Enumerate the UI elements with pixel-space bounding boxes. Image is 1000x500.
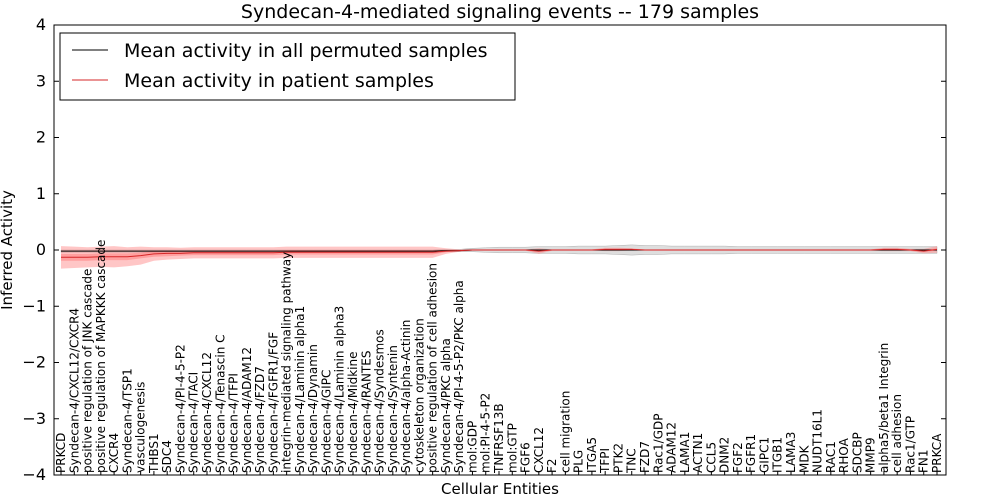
x-tick-label: PLG bbox=[572, 450, 586, 473]
x-tick-label: MDK bbox=[797, 444, 811, 473]
x-tick-label: Syndecan-4/CXCL12/CXCR4 bbox=[67, 308, 81, 473]
x-tick-label: FN1 bbox=[917, 449, 931, 473]
x-tick-label: FZD7 bbox=[638, 441, 652, 473]
x-tick-label: RAC1 bbox=[824, 441, 838, 473]
x-tick-label: PTK2 bbox=[612, 443, 626, 473]
y-axis-label: Inferred Activity bbox=[0, 190, 16, 310]
x-tick-label: cytoskeleton organization bbox=[412, 318, 426, 473]
y-tick-label: −3 bbox=[22, 409, 46, 428]
x-tick-label: Syndecan-4/TACI bbox=[187, 372, 201, 473]
x-tick-label: CXCR4 bbox=[107, 433, 121, 473]
legend: Mean activity in all permuted samples Me… bbox=[59, 32, 516, 101]
x-tick-label: Syndecan-4/FZD7 bbox=[253, 366, 267, 473]
x-tick-label: TFPI bbox=[598, 448, 612, 474]
x-tick-label: Syndecan-4/alpha-Actinin bbox=[399, 320, 413, 473]
x-tick-label: Syndecan-4/Midkine bbox=[346, 352, 360, 473]
x-tick-label: positive regulation of JNK cascade bbox=[81, 269, 95, 473]
x-tick-label: ITGA5 bbox=[585, 437, 599, 473]
x-tick-label: CCL5 bbox=[704, 442, 718, 473]
x-tick-label: Syndecan-4/RANTES bbox=[359, 351, 373, 473]
x-tick-label: RHOA bbox=[837, 437, 851, 473]
y-tick-label: 2 bbox=[36, 128, 46, 147]
legend-box bbox=[59, 32, 516, 101]
x-tick-label: THBS1 bbox=[147, 433, 161, 474]
x-tick-label: Syndecan-4/CXCL12 bbox=[200, 352, 214, 473]
x-tick-label: mol:PI-4-5-P2 bbox=[479, 393, 493, 473]
x-tick-label: Syndecan-4/Laminin alpha3 bbox=[333, 306, 347, 473]
y-tick-label: −1 bbox=[22, 296, 46, 315]
x-tick-label: MMP9 bbox=[864, 437, 878, 473]
legend-patient-label: Mean activity in patient samples bbox=[124, 70, 434, 92]
x-tick-label: Syndecan-4/Dynamin bbox=[306, 344, 320, 473]
x-tick-label: Syndecan-4/PKC alpha bbox=[439, 338, 453, 473]
x-tick-label: Rac1/GTP bbox=[904, 416, 918, 473]
chart-title: Syndecan-4-mediated signaling events -- … bbox=[241, 1, 759, 23]
x-tick-label: TNFRSF13B bbox=[492, 403, 506, 474]
x-tick-label: Syndecan-4/Laminin alpha1 bbox=[293, 306, 307, 473]
x-tick-label: Syndecan-4/Syndesmos bbox=[373, 329, 387, 473]
patient-line bbox=[61, 248, 938, 258]
x-tick-label: Syndecan-4/GIPC bbox=[320, 370, 334, 473]
x-tick-label: Syndecan-4/PI-4-5-P2/PKC alpha bbox=[452, 280, 466, 473]
y-tick-label: 0 bbox=[36, 240, 46, 259]
x-tick-label: Syndecan-4/Syntenin bbox=[386, 345, 400, 473]
x-tick-label: positive regulation of MAPKKK cascade bbox=[94, 240, 108, 473]
y-tick-label: −4 bbox=[22, 465, 46, 484]
legend-permuted-label: Mean activity in all permuted samples bbox=[124, 40, 487, 62]
x-tick-label: ADAM12 bbox=[665, 422, 679, 473]
x-tick-label: PRKCD bbox=[54, 433, 68, 473]
x-tick-label: mol:GDP bbox=[466, 421, 480, 473]
x-tick-label: PRKCA bbox=[930, 433, 944, 473]
x-tick-label: LAMA3 bbox=[784, 432, 798, 473]
x-tick-label: LAMA1 bbox=[678, 432, 692, 473]
x-tick-label: Syndecan-4/Tenascin C bbox=[213, 334, 227, 473]
x-tick-label: TNC bbox=[625, 448, 639, 474]
y-tick-label: −2 bbox=[22, 353, 46, 372]
x-tick-label: Syndecan-4/TSP1 bbox=[120, 368, 134, 473]
x-tick-label: positive regulation of cell adhesion bbox=[426, 263, 440, 473]
x-tick-label: alpha5/beta1 Integrin bbox=[877, 343, 891, 473]
x-tick-label: Syndecan-4/ADAM12 bbox=[240, 347, 254, 473]
x-tick-label: ACTN1 bbox=[691, 433, 705, 473]
x-tick-label: FGFR1 bbox=[744, 434, 758, 473]
plot-area: 4 3 2 1 0 −1 −2 −3 −4 PRKCD Syndecan-4/CXCL12/CXCR… bbox=[22, 15, 947, 484]
x-tick-label: Rac1/GDP bbox=[651, 414, 665, 473]
x-tick-label: GIPC1 bbox=[758, 437, 772, 473]
x-tick-label: F2 bbox=[545, 458, 559, 473]
x-tick-label: mol:GTP bbox=[505, 423, 519, 473]
x-tick-label: SDC4 bbox=[160, 440, 174, 473]
x-tick-label: cell migration bbox=[558, 391, 572, 473]
x-tick-label: ITGB1 bbox=[771, 437, 785, 473]
x-tick-label: NUDT16L1 bbox=[811, 409, 825, 473]
x-tick-label: cell adhesion bbox=[890, 394, 904, 473]
x-tick-label: DNM2 bbox=[718, 437, 732, 473]
x-axis-label: Cellular Entities bbox=[441, 480, 559, 498]
y-tick-label: 3 bbox=[36, 71, 46, 90]
y-tick-label: 1 bbox=[36, 184, 46, 203]
y-tick-label: 4 bbox=[36, 15, 46, 34]
x-tick-label: vasculogenesis bbox=[134, 382, 148, 473]
x-tick-label: integrin-mediated signaling pathway bbox=[280, 252, 294, 473]
x-tick-label: Syndecan-4/TFPI bbox=[227, 373, 241, 473]
x-tick-label: FGF6 bbox=[519, 442, 533, 473]
x-tick-label: FGF2 bbox=[731, 442, 745, 473]
x-tick-label: Syndecan-4/FGFR1/FGF bbox=[266, 332, 280, 473]
x-tick-label: Syndecan-4/PI-4-5-P2 bbox=[174, 344, 188, 473]
x-tick-label: SDCBP bbox=[850, 432, 864, 473]
x-tick-label: CXCL12 bbox=[532, 427, 546, 473]
